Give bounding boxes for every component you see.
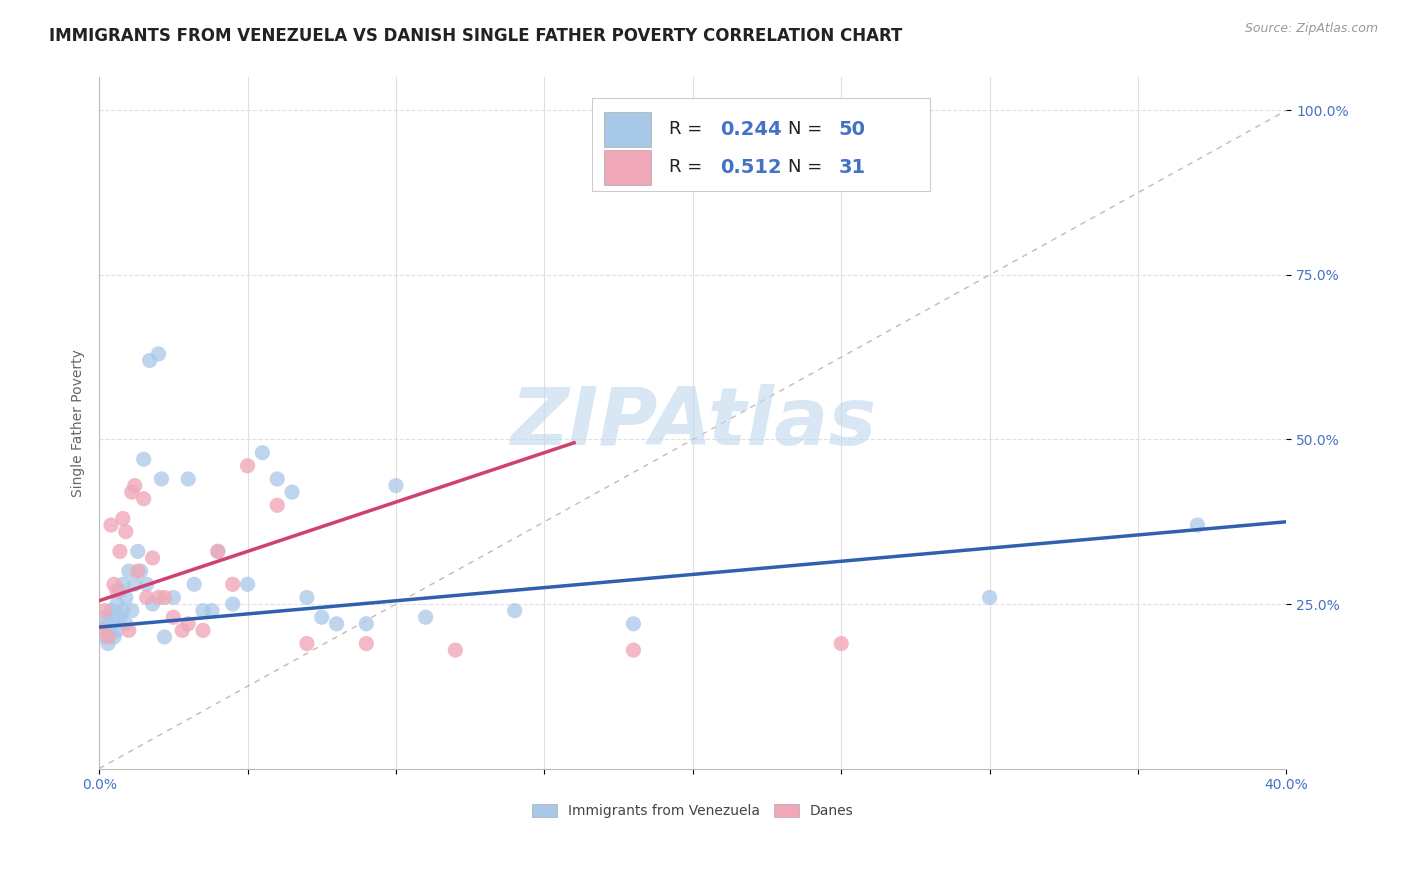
Point: [183, 577, 205, 591]
Point: [97, 616, 120, 631]
Point: [142, 551, 165, 566]
Point: [124, 577, 146, 591]
Point: [138, 353, 160, 368]
Point: [148, 347, 170, 361]
Point: [129, 564, 152, 578]
Point: [191, 604, 214, 618]
Point: [236, 458, 259, 473]
Point: [207, 544, 229, 558]
Text: IMMIGRANTS FROM VENEZUELA VS DANISH SINGLE FATHER POVERTY CORRELATION CHART: IMMIGRANTS FROM VENEZUELA VS DANISH SING…: [49, 27, 903, 45]
Point: [121, 604, 143, 618]
Text: 0.244: 0.244: [720, 120, 782, 139]
Point: [108, 610, 131, 624]
Text: R =: R =: [669, 120, 709, 138]
Point: [115, 616, 138, 631]
Point: [325, 616, 347, 631]
Point: [132, 452, 155, 467]
Point: [295, 591, 318, 605]
Point: [105, 583, 128, 598]
Point: [111, 511, 134, 525]
Point: [108, 544, 131, 558]
Point: [118, 624, 141, 638]
Point: [222, 577, 245, 591]
Point: [311, 610, 333, 624]
Point: [103, 577, 125, 591]
FancyBboxPatch shape: [603, 112, 651, 146]
Text: ZIPAtlas: ZIPAtlas: [510, 384, 876, 462]
Point: [266, 472, 288, 486]
Point: [162, 610, 184, 624]
Point: [115, 591, 138, 605]
Point: [201, 604, 224, 618]
Point: [142, 597, 165, 611]
Point: [94, 610, 117, 624]
Point: [503, 604, 526, 618]
Point: [132, 491, 155, 506]
Point: [103, 610, 125, 624]
Point: [162, 591, 184, 605]
Text: N =: N =: [787, 158, 834, 177]
Point: [100, 518, 122, 533]
Point: [100, 604, 122, 618]
Point: [97, 636, 120, 650]
Point: [135, 591, 157, 605]
Point: [118, 564, 141, 578]
Point: [153, 591, 176, 605]
Point: [415, 610, 437, 624]
Legend: Immigrants from Venezuela, Danes: Immigrants from Venezuela, Danes: [526, 798, 859, 824]
Text: N =: N =: [787, 120, 828, 138]
Point: [623, 643, 645, 657]
Text: R =: R =: [669, 158, 714, 177]
Y-axis label: Single Father Poverty: Single Father Poverty: [72, 349, 86, 497]
Point: [91, 624, 114, 638]
Point: [100, 624, 122, 638]
Point: [97, 630, 120, 644]
Point: [979, 591, 1001, 605]
Point: [172, 624, 194, 638]
Point: [115, 524, 138, 539]
Point: [103, 630, 125, 644]
Point: [91, 624, 114, 638]
Point: [127, 544, 149, 558]
Point: [94, 630, 117, 644]
Point: [124, 478, 146, 492]
Point: [150, 472, 173, 486]
Point: [356, 636, 378, 650]
Point: [830, 636, 852, 650]
Point: [105, 624, 128, 638]
Point: [236, 577, 259, 591]
Point: [385, 478, 408, 492]
Point: [623, 616, 645, 631]
Point: [127, 564, 149, 578]
Point: [108, 583, 131, 598]
Point: [444, 643, 467, 657]
Point: [135, 577, 157, 591]
Point: [356, 616, 378, 631]
Point: [295, 636, 318, 650]
FancyBboxPatch shape: [592, 98, 931, 192]
Text: Source: ZipAtlas.com: Source: ZipAtlas.com: [1244, 22, 1378, 36]
Point: [281, 485, 304, 500]
Point: [111, 604, 134, 618]
Point: [94, 604, 117, 618]
Point: [222, 597, 245, 611]
Point: [121, 485, 143, 500]
Point: [266, 498, 288, 512]
Point: [111, 577, 134, 591]
Point: [191, 624, 214, 638]
Point: [177, 472, 200, 486]
Text: 50: 50: [839, 120, 866, 139]
Text: 31: 31: [839, 158, 866, 177]
Text: 0.512: 0.512: [720, 158, 782, 177]
FancyBboxPatch shape: [603, 150, 651, 185]
Point: [153, 630, 176, 644]
Point: [148, 591, 170, 605]
Point: [105, 597, 128, 611]
Point: [252, 445, 274, 459]
Point: [207, 544, 229, 558]
Point: [1187, 518, 1209, 533]
Point: [177, 616, 200, 631]
